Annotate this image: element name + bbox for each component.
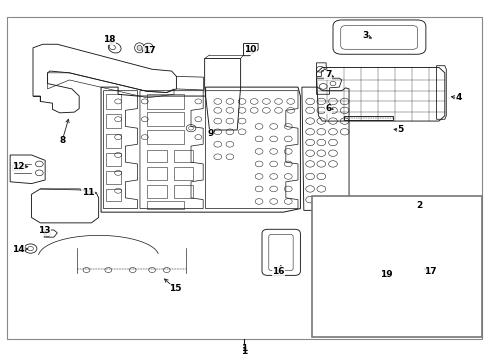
Bar (106, 134, 120, 148)
Text: 2: 2 (416, 201, 422, 210)
Ellipse shape (137, 45, 142, 50)
Text: 17: 17 (423, 267, 436, 276)
Bar (147, 150, 166, 162)
Text: 9: 9 (207, 129, 213, 138)
Text: 10: 10 (244, 45, 256, 54)
Text: 11: 11 (81, 188, 94, 197)
Text: 19: 19 (379, 270, 392, 279)
Text: 7: 7 (325, 70, 331, 79)
Ellipse shape (409, 267, 414, 273)
Text: 13: 13 (38, 226, 50, 235)
Text: 1: 1 (241, 347, 247, 356)
Text: 5: 5 (396, 126, 403, 135)
Bar (174, 150, 193, 162)
Text: 17: 17 (143, 46, 156, 55)
Bar (106, 189, 120, 202)
Bar (106, 171, 120, 184)
Bar (106, 114, 120, 128)
Bar (147, 201, 183, 208)
Text: 18: 18 (103, 35, 115, 44)
Bar (106, 153, 120, 166)
Text: 1: 1 (241, 344, 247, 353)
Text: 14: 14 (12, 245, 24, 254)
Text: 4: 4 (454, 93, 461, 102)
Bar (106, 94, 120, 109)
Bar (147, 112, 183, 126)
Bar (147, 94, 183, 109)
Text: 8: 8 (59, 136, 65, 145)
Bar (311, 196, 481, 337)
Bar (344, 116, 392, 120)
Bar (174, 167, 193, 180)
Bar (147, 185, 166, 198)
Text: 3: 3 (361, 31, 367, 40)
Text: 12: 12 (12, 162, 24, 171)
Bar (174, 185, 193, 198)
Bar (147, 167, 166, 180)
Text: 16: 16 (272, 267, 284, 276)
Bar (147, 130, 183, 144)
Text: 15: 15 (169, 284, 182, 293)
Bar (12, 165, 21, 170)
Text: 6: 6 (325, 104, 330, 113)
